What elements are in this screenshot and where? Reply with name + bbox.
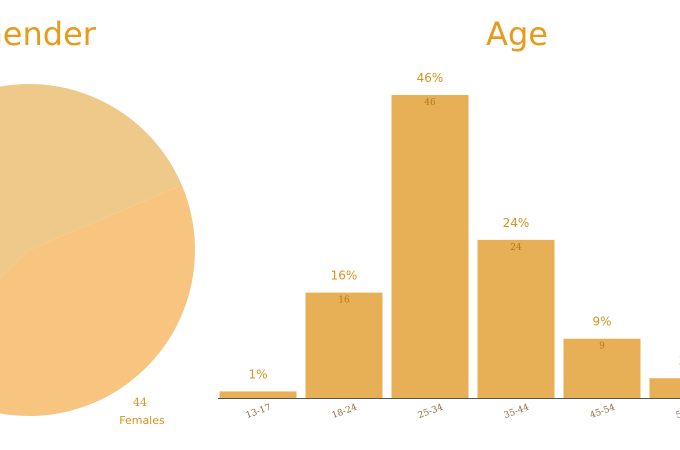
x-tick-label: 35-44	[503, 403, 531, 421]
bar-value-label: 3%	[678, 354, 680, 368]
bar	[563, 338, 641, 398]
bar-inner-label: 46	[424, 98, 436, 108]
x-tick-label: 25-34	[417, 403, 445, 421]
bar-inner-label: 16	[338, 296, 350, 306]
chart-title: Gender	[0, 15, 97, 53]
x-tick-label: 18-24	[331, 403, 359, 421]
bar	[477, 239, 555, 398]
bar-value-label: 9%	[592, 315, 611, 329]
slice-value-label: 44	[133, 396, 147, 409]
bar	[305, 292, 383, 398]
pie-slice	[0, 185, 195, 416]
slice-label: Females	[119, 414, 165, 427]
bar-value-label: 1%	[248, 367, 267, 381]
x-tick-label: 45-54	[589, 403, 617, 421]
x-tick-label: 55-64	[675, 403, 680, 421]
bar	[649, 378, 680, 398]
bar-inner-label: 24	[510, 243, 522, 253]
bar-value-label: 24%	[503, 216, 530, 230]
bar-value-label: 46%	[417, 71, 444, 85]
bar-inner-label: 9	[599, 342, 605, 352]
x-tick-label: 13-17	[245, 403, 273, 421]
bar	[391, 94, 469, 399]
bar-value-label: 16%	[331, 269, 358, 283]
bar	[219, 391, 297, 398]
pie-slice	[0, 84, 182, 279]
chart-title: Age	[486, 15, 548, 53]
